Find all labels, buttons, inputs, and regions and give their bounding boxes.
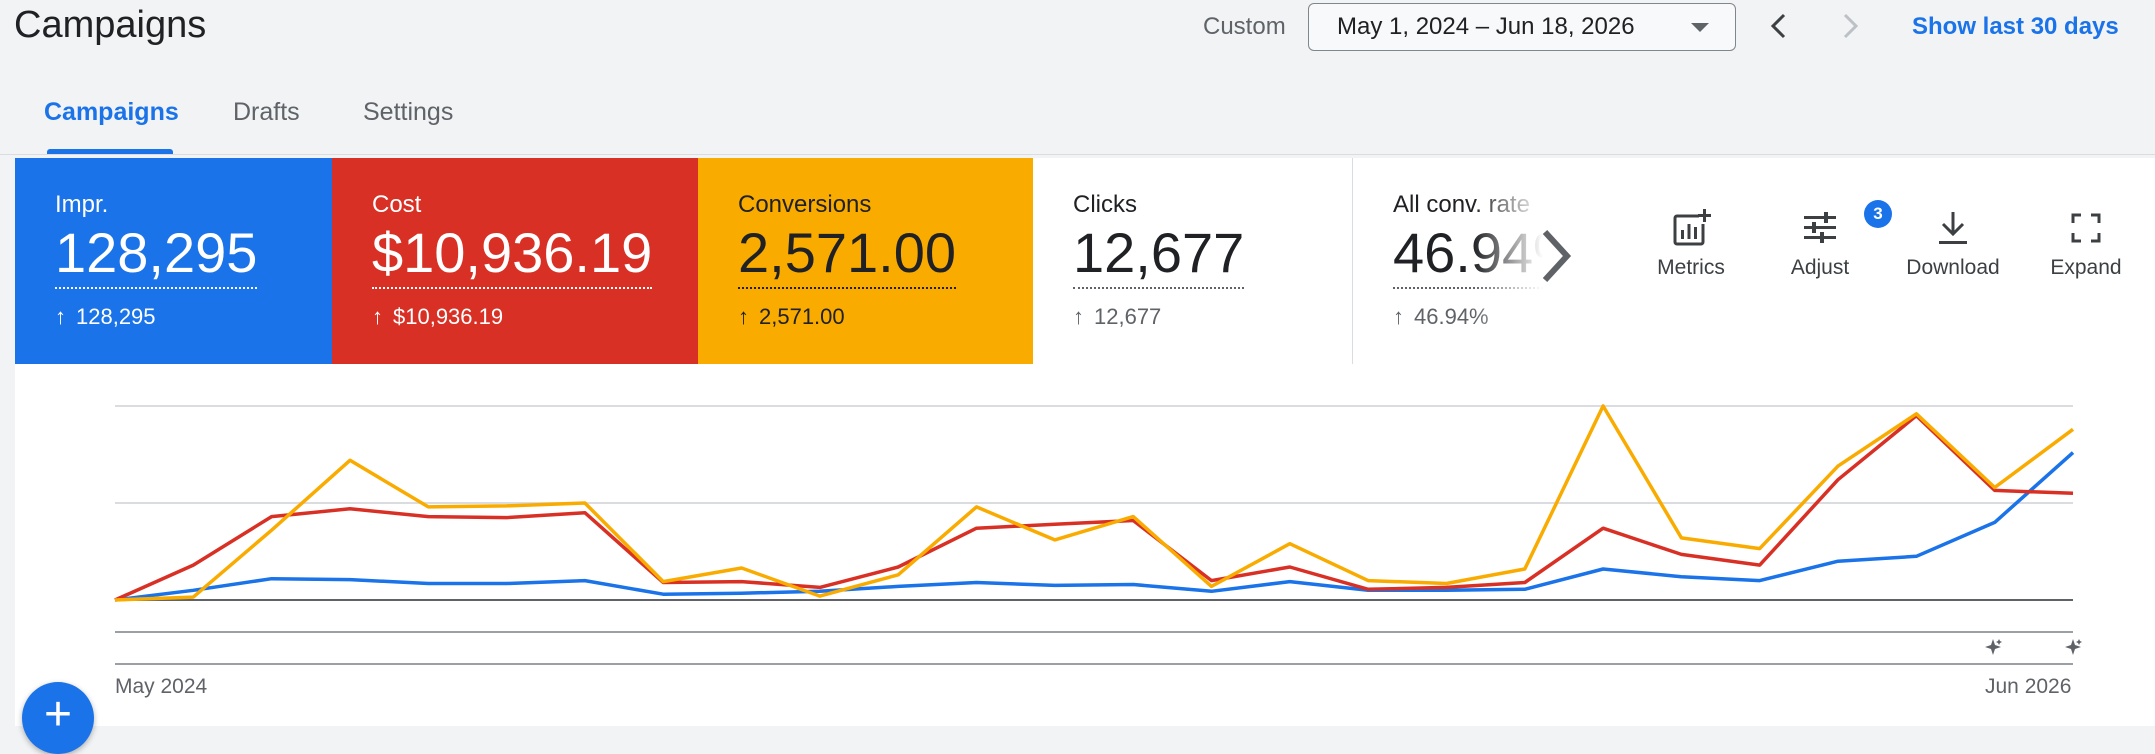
scorecard-label: Impr.: [55, 191, 109, 218]
up-arrow-icon: ↑: [738, 304, 749, 329]
tune-icon: [1804, 212, 1836, 243]
series-line-0: [114, 451, 2075, 602]
date-range-value: May 1, 2024 – Jun 18, 2026: [1337, 13, 1635, 40]
adjust-button[interactable]: 3 Adjust: [1765, 200, 1892, 280]
x-axis-end-label: Jun 2026: [1985, 675, 2072, 698]
scorecard-value: 128,295: [55, 221, 258, 290]
next-scorecards-button[interactable]: [1535, 226, 1575, 286]
download-icon: [1939, 212, 1967, 244]
download-label: Download: [1906, 256, 2000, 279]
date-range-type-label: Custom: [1203, 13, 1286, 40]
sparkle-annotation-icon[interactable]: [2065, 639, 2082, 655]
scorecard-label: Conversions: [738, 191, 872, 218]
sparkle-annotation-icon[interactable]: [1985, 639, 2002, 655]
expand-label: Expand: [2050, 256, 2122, 279]
scorecard-cost[interactable]: Cost $10,936.19 ↑ $10,936.19: [332, 158, 698, 364]
add-chart-icon: [1673, 208, 1711, 246]
adjust-count-badge: 3: [1864, 200, 1892, 228]
scorecard-label: Cost: [372, 191, 422, 218]
next-period-button[interactable]: [1827, 4, 1871, 48]
tab-drafts[interactable]: Drafts: [233, 98, 300, 126]
series-line-2: [114, 404, 2075, 602]
plus-icon: +: [43, 688, 73, 741]
up-arrow-icon: ↑: [55, 304, 66, 329]
scorecard-label: Clicks: [1073, 191, 1137, 218]
date-range-picker[interactable]: May 1, 2024 – Jun 18, 2026: [1308, 3, 1736, 51]
scorecard-delta: ↑ 12,677: [1073, 304, 1162, 329]
up-arrow-icon: ↑: [1073, 304, 1084, 329]
scorecard-value: $10,936.19: [372, 221, 653, 290]
series-layer: [114, 404, 2075, 602]
x-axis-start-label: May 2024: [115, 675, 208, 698]
download-button[interactable]: Download: [1898, 208, 2008, 280]
scorecard-value: 12,677: [1073, 221, 1245, 290]
up-arrow-icon: ↑: [1393, 304, 1404, 329]
scorecard-delta: ↑ 128,295: [55, 304, 156, 329]
show-last-30-days-link[interactable]: Show last 30 days: [1912, 13, 2119, 40]
scorecard-clicks[interactable]: Clicks 12,677 ↑ 12,677: [1033, 158, 1353, 364]
expand-button[interactable]: Expand: [2031, 208, 2141, 280]
series-line-1: [114, 413, 2074, 602]
scorecard-delta: ↑ $10,936.19: [372, 304, 504, 329]
create-button[interactable]: +: [22, 682, 94, 754]
scorecard-overflow-fade: [1473, 158, 1573, 364]
tab-divider: [0, 154, 2155, 155]
chevron-left-icon: [1770, 13, 1786, 39]
previous-period-button[interactable]: [1758, 4, 1802, 48]
page-title: Campaigns: [14, 4, 207, 46]
performance-chart: May 2024 Jun 2026: [15, 364, 2155, 726]
fullscreen-icon: [2071, 213, 2101, 243]
tab-campaigns[interactable]: Campaigns: [44, 98, 179, 126]
metrics-label: Metrics: [1657, 256, 1725, 279]
metrics-button[interactable]: Metrics: [1636, 208, 1746, 280]
scorecard-delta: ↑ 2,571.00: [738, 304, 845, 329]
chevron-right-icon: [1542, 229, 1572, 283]
chevron-right-icon: [1843, 13, 1859, 39]
scorecard-impressions[interactable]: Impr. 128,295 ↑ 128,295: [15, 158, 332, 364]
scorecard-value: 2,571.00: [738, 221, 956, 290]
scorecard-bar: Impr. 128,295 ↑ 128,295 Cost $10,936.19 ↑…: [15, 158, 2155, 364]
tab-settings[interactable]: Settings: [363, 98, 454, 126]
scorecard-conversions[interactable]: Conversions 2,571.00 ↑ 2,571.00: [698, 158, 1033, 364]
up-arrow-icon: ↑: [372, 304, 383, 329]
adjust-label: Adjust: [1790, 256, 1850, 279]
active-tab-indicator: [47, 149, 173, 154]
line-chart-svg: [114, 404, 2082, 665]
dropdown-caret-icon: [1691, 23, 1709, 32]
